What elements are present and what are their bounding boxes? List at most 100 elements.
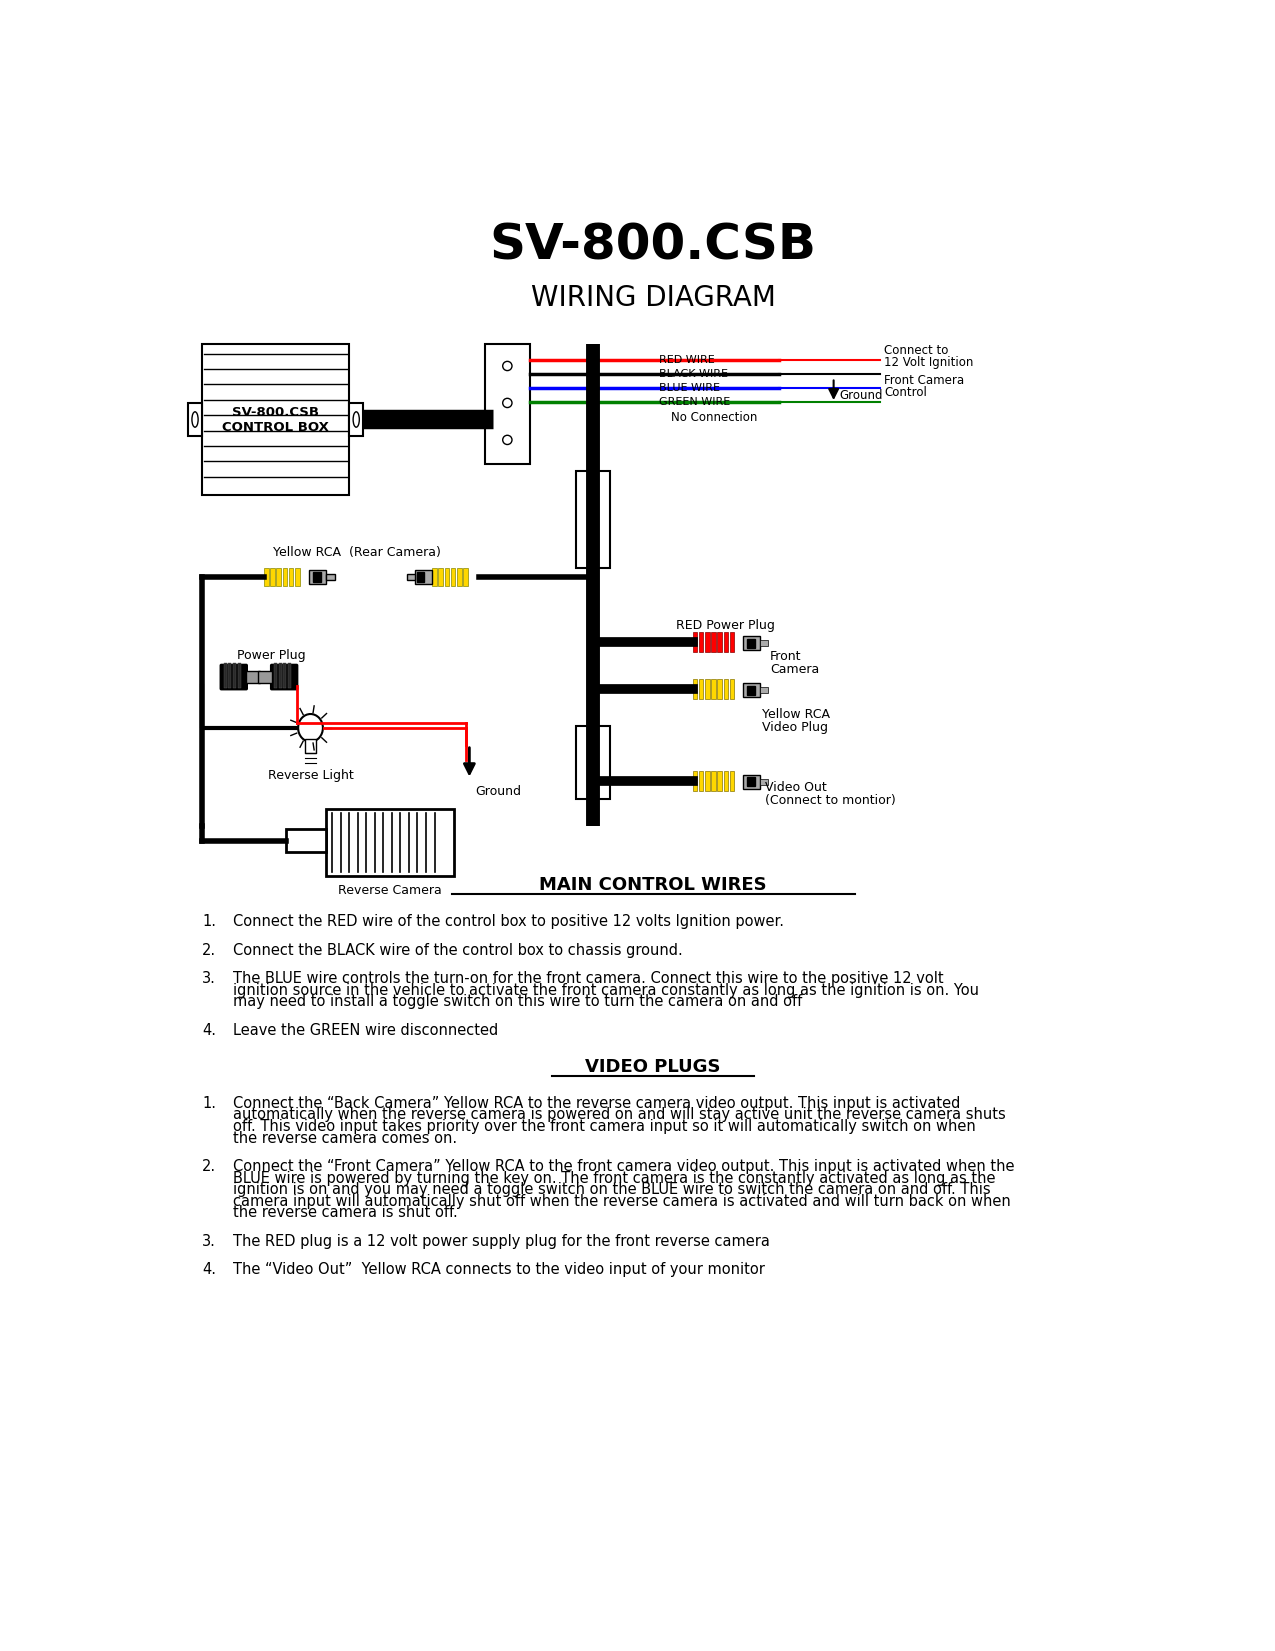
Text: GREEN WIRE: GREEN WIRE (659, 398, 731, 408)
Ellipse shape (502, 362, 513, 370)
Text: WIRING DIAGRAM: WIRING DIAGRAM (530, 284, 775, 312)
FancyBboxPatch shape (279, 664, 282, 688)
Text: (Connect to montior): (Connect to montior) (765, 794, 895, 807)
Text: BLUE wire is powered by turning the key on. The front camera is the constantly a: BLUE wire is powered by turning the key … (233, 1171, 996, 1185)
FancyBboxPatch shape (432, 568, 437, 586)
FancyBboxPatch shape (223, 664, 227, 688)
FancyBboxPatch shape (272, 665, 297, 690)
Text: Leave the GREEN wire disconnected: Leave the GREEN wire disconnected (233, 1022, 499, 1038)
FancyBboxPatch shape (312, 573, 320, 581)
FancyBboxPatch shape (274, 664, 277, 688)
FancyBboxPatch shape (237, 664, 241, 688)
FancyBboxPatch shape (484, 345, 530, 464)
FancyBboxPatch shape (729, 679, 734, 700)
Text: CONTROL BOX: CONTROL BOX (222, 421, 329, 434)
FancyBboxPatch shape (456, 568, 462, 586)
FancyBboxPatch shape (760, 641, 768, 646)
FancyBboxPatch shape (711, 771, 715, 791)
Text: SV-800.CSB: SV-800.CSB (490, 221, 816, 269)
Text: Ground: Ground (840, 388, 884, 401)
FancyBboxPatch shape (233, 664, 236, 688)
Ellipse shape (298, 713, 323, 741)
FancyBboxPatch shape (277, 568, 280, 586)
FancyBboxPatch shape (760, 687, 768, 693)
Text: Connect the “Front Camera” Yellow RCA to the front camera video output. This inp: Connect the “Front Camera” Yellow RCA to… (233, 1159, 1015, 1174)
FancyBboxPatch shape (711, 632, 715, 652)
FancyBboxPatch shape (747, 639, 755, 647)
FancyBboxPatch shape (705, 679, 710, 700)
Ellipse shape (193, 411, 198, 428)
Text: SV-800.CSB: SV-800.CSB (232, 406, 319, 419)
Text: 12 Volt Ignition: 12 Volt Ignition (884, 357, 973, 370)
Ellipse shape (502, 398, 513, 408)
Text: BLACK WIRE: BLACK WIRE (659, 368, 728, 378)
FancyBboxPatch shape (699, 771, 704, 791)
Text: Control: Control (884, 386, 927, 400)
FancyBboxPatch shape (187, 403, 201, 436)
Text: Video Plug: Video Plug (762, 720, 829, 733)
Text: ignition is on and you may need a toggle switch on the BLUE wire to switch the c: ignition is on and you may need a toggle… (233, 1182, 991, 1197)
FancyBboxPatch shape (699, 632, 704, 652)
Text: Power Plug: Power Plug (237, 649, 306, 662)
Text: The “Video Out”  Yellow RCA connects to the video input of your monitor: The “Video Out” Yellow RCA connects to t… (233, 1263, 765, 1278)
Text: 1.: 1. (201, 915, 215, 930)
Text: Front: Front (770, 650, 802, 662)
FancyBboxPatch shape (326, 809, 454, 877)
FancyBboxPatch shape (705, 632, 710, 652)
Text: MAIN CONTROL WIRES: MAIN CONTROL WIRES (539, 877, 766, 893)
Text: RED Power Plug: RED Power Plug (676, 619, 774, 632)
Text: Connect to: Connect to (884, 343, 949, 357)
FancyBboxPatch shape (283, 664, 287, 688)
FancyBboxPatch shape (692, 771, 697, 791)
FancyBboxPatch shape (349, 403, 363, 436)
FancyBboxPatch shape (286, 829, 326, 852)
Text: 3.: 3. (201, 1233, 215, 1248)
FancyBboxPatch shape (760, 779, 768, 784)
Text: the reverse camera is shut off.: the reverse camera is shut off. (233, 1205, 458, 1220)
FancyBboxPatch shape (246, 670, 260, 684)
FancyBboxPatch shape (718, 632, 722, 652)
Text: 2.: 2. (201, 943, 217, 958)
FancyBboxPatch shape (747, 685, 755, 695)
Text: Front Camera: Front Camera (884, 373, 964, 386)
FancyBboxPatch shape (264, 568, 269, 586)
FancyBboxPatch shape (289, 568, 293, 586)
FancyBboxPatch shape (463, 568, 468, 586)
FancyBboxPatch shape (288, 664, 291, 688)
FancyBboxPatch shape (711, 679, 715, 700)
FancyBboxPatch shape (743, 774, 760, 789)
FancyBboxPatch shape (692, 632, 697, 652)
FancyBboxPatch shape (743, 636, 760, 650)
Text: 4.: 4. (201, 1263, 215, 1278)
FancyBboxPatch shape (295, 568, 300, 586)
FancyBboxPatch shape (270, 568, 275, 586)
Text: Connect the BLACK wire of the control box to chassis ground.: Connect the BLACK wire of the control bo… (233, 943, 682, 958)
FancyBboxPatch shape (258, 670, 272, 684)
Text: ignition source in the vehicle to activate the front camera constantly as long a: ignition source in the vehicle to activa… (233, 982, 979, 997)
Text: Ground: Ground (476, 784, 521, 797)
Text: off. This video input takes priority over the front camera input so it will auto: off. This video input takes priority ove… (233, 1119, 975, 1134)
Text: Connect the “Back Camera” Yellow RCA to the reverse camera video output. This in: Connect the “Back Camera” Yellow RCA to … (233, 1096, 960, 1111)
FancyBboxPatch shape (729, 771, 734, 791)
Ellipse shape (502, 436, 513, 444)
Text: 4.: 4. (201, 1022, 215, 1038)
FancyBboxPatch shape (724, 679, 728, 700)
FancyBboxPatch shape (729, 632, 734, 652)
Text: The RED plug is a 12 volt power supply plug for the front reverse camera: The RED plug is a 12 volt power supply p… (233, 1233, 770, 1248)
Text: Camera: Camera (770, 662, 820, 675)
Text: camera input will automatically shut off when the reverse camera is activated an: camera input will automatically shut off… (233, 1194, 1011, 1209)
Text: 3.: 3. (201, 971, 215, 986)
Text: Reverse Camera: Reverse Camera (338, 883, 442, 896)
FancyBboxPatch shape (228, 664, 232, 688)
Text: 1.: 1. (201, 1096, 215, 1111)
FancyBboxPatch shape (305, 740, 316, 753)
Text: Reverse Light: Reverse Light (268, 769, 353, 783)
FancyBboxPatch shape (576, 725, 611, 799)
Text: Video Out: Video Out (765, 781, 826, 794)
Text: Connect the RED wire of the control box to positive 12 volts Ignition power.: Connect the RED wire of the control box … (233, 915, 784, 930)
FancyBboxPatch shape (309, 570, 326, 584)
FancyBboxPatch shape (201, 345, 349, 495)
Text: BLUE WIRE: BLUE WIRE (659, 383, 720, 393)
Ellipse shape (353, 411, 360, 428)
Text: automatically when the reverse camera is powered on and will stay active unit th: automatically when the reverse camera is… (233, 1108, 1006, 1123)
